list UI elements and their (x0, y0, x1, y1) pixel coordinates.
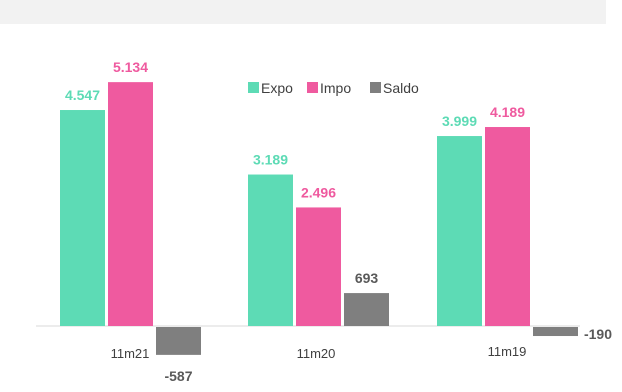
legend-swatch-impo (307, 82, 318, 93)
legend-label-expo: Expo (261, 80, 293, 96)
bar-impo-11m20 (296, 207, 341, 326)
bar-expo-11m20 (248, 174, 293, 326)
data-label-expo-11m20: 3.189 (253, 152, 288, 168)
legend-swatch-expo (248, 82, 259, 93)
category-label-11m20: 11m20 (297, 346, 336, 361)
bar-expo-11m21 (60, 110, 105, 326)
bar-saldo-11m19 (533, 327, 578, 337)
category-label-11m21: 11m21 (111, 346, 150, 361)
data-label-saldo-11m20: 693 (355, 270, 379, 286)
data-label-saldo-11m21: -587 (164, 368, 192, 384)
data-label-expo-11m19: 3.999 (442, 113, 477, 129)
bar-impo-11m21 (108, 82, 153, 326)
bar-saldo-11m20 (344, 293, 389, 326)
data-label-impo-11m20: 2.496 (301, 184, 336, 200)
data-label-impo-11m19: 4.189 (490, 104, 525, 120)
data-label-impo-11m21: 5.134 (113, 59, 148, 75)
data-label-expo-11m21: 4.547 (65, 87, 100, 103)
header-band (0, 0, 606, 24)
bar-impo-11m19 (485, 127, 530, 327)
legend-label-saldo: Saldo (383, 80, 419, 96)
legend-label-impo: Impo (320, 80, 351, 96)
bar-saldo-11m21 (156, 327, 201, 355)
bar-expo-11m19 (437, 136, 482, 326)
data-label-saldo-11m19: -190 (584, 326, 612, 342)
legend-swatch-saldo (370, 82, 381, 93)
category-label-11m19: 11m19 (488, 344, 527, 359)
